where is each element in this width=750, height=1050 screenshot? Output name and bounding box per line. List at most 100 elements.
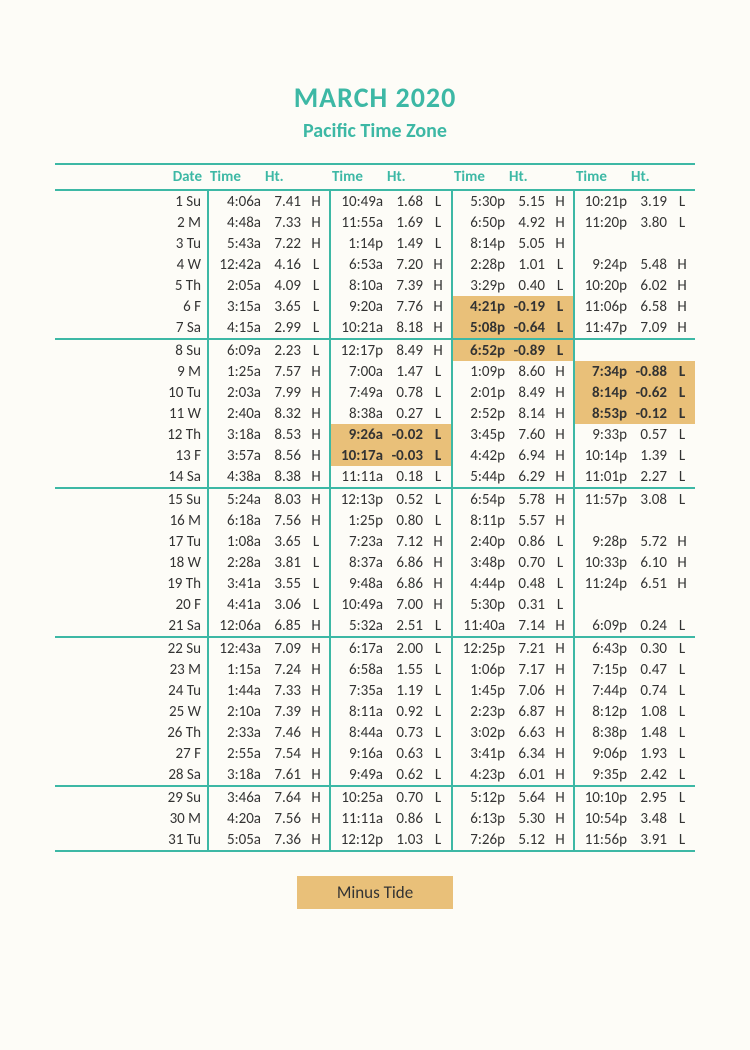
cell-hl: L [425,382,452,403]
cell-hl: H [303,701,330,722]
cell-time: 8:53p [574,403,629,424]
cell-hl: H [303,808,330,829]
cell-time: 2:23p [452,701,507,722]
cell-hl: H [669,317,695,339]
cell-height: 2.99 [263,317,303,339]
table-row: 2 M4:48a7.33H11:55a1.69L6:50p4.92H11:20p… [55,212,695,233]
cell-time: 6:43p [574,637,629,659]
cell-hl: H [303,190,330,212]
cell-time: 8:12p [574,701,629,722]
cell-hl [669,233,695,254]
cell-height: 7.21 [507,637,547,659]
cell-height: -0.19 [507,296,547,317]
cell-hl: L [303,594,330,615]
cell-hl: L [425,659,452,680]
cell-hl: H [303,722,330,743]
cell-hl: L [303,573,330,594]
cell-hl: H [303,445,330,466]
cell-height: 0.24 [629,615,669,637]
cell-height: 3.06 [263,594,303,615]
cell-time: 11:55a [330,212,385,233]
cell-hl: L [669,722,695,743]
col-hl-2 [425,164,452,190]
cell-hl: H [303,637,330,659]
cell-height: 5.78 [507,488,547,510]
cell-date: 1 Su [55,190,208,212]
cell-time: 6:53a [330,254,385,275]
cell-hl: L [425,680,452,701]
cell-hl: L [669,680,695,701]
cell-height: 0.52 [385,488,425,510]
cell-time: 5:44p [452,466,507,488]
cell-hl: L [669,808,695,829]
col-ht-1: Ht. [263,164,303,190]
cell-hl: L [669,466,695,488]
cell-time: 2:05a [208,275,263,296]
cell-time: 5:43a [208,233,263,254]
cell-date: 18 W [55,552,208,573]
cell-date: 20 F [55,594,208,615]
cell-time: 11:20p [574,212,629,233]
cell-time: 6:50p [452,212,507,233]
cell-time: 2:01p [452,382,507,403]
cell-hl: L [425,743,452,764]
cell-height: 0.73 [385,722,425,743]
col-hl-1 [303,164,330,190]
cell-time: 8:44a [330,722,385,743]
cell-hl: H [547,382,574,403]
cell-time: 4:20a [208,808,263,829]
cell-time: 6:09p [574,615,629,637]
cell-height: 3.55 [263,573,303,594]
col-ht-3: Ht. [507,164,547,190]
table-row: 18 W2:28a3.81L8:37a6.86H3:48p0.70L10:33p… [55,552,695,573]
cell-time: 8:37a [330,552,385,573]
cell-height: 7.33 [263,680,303,701]
cell-time: 4:06a [208,190,263,212]
cell-height: 7.76 [385,296,425,317]
cell-date: 29 Su [55,786,208,808]
cell-hl: L [425,764,452,786]
cell-time: 9:33p [574,424,629,445]
cell-time [574,594,629,615]
cell-height: 7.39 [385,275,425,296]
cell-height: 0.92 [385,701,425,722]
cell-hl: L [547,552,574,573]
cell-time: 5:08p [452,317,507,339]
cell-height: 8.56 [263,445,303,466]
cell-hl: L [669,361,695,382]
cell-height: 7.46 [263,722,303,743]
cell-height: 6.51 [629,573,669,594]
cell-height: 0.86 [507,531,547,552]
cell-time: 10:21a [330,317,385,339]
cell-date: 21 Sa [55,615,208,637]
cell-time: 3:41a [208,573,263,594]
table-row: 6 F3:15a3.65L9:20a7.76H4:21p-0.19L11:06p… [55,296,695,317]
cell-height: 5.48 [629,254,669,275]
cell-time: 11:24p [574,573,629,594]
col-hl-4 [669,164,695,190]
cell-height: 0.18 [385,466,425,488]
cell-hl: H [547,466,574,488]
cell-date: 31 Tu [55,829,208,851]
cell-height: 7.09 [263,637,303,659]
cell-height: 0.63 [385,743,425,764]
cell-date: 4 W [55,254,208,275]
cell-hl: L [303,317,330,339]
cell-height: 8.53 [263,424,303,445]
cell-height: 1.03 [385,829,425,851]
cell-hl: L [547,275,574,296]
cell-height: -0.89 [507,339,547,361]
cell-height: 3.65 [263,531,303,552]
table-row: 26 Th2:33a7.46H8:44a0.73L3:02p6.63H8:38p… [55,722,695,743]
cell-hl: L [669,743,695,764]
cell-date: 14 Sa [55,466,208,488]
cell-height: 6.86 [385,552,425,573]
header-row: Date Time Ht. Time Ht. Time Ht. Time Ht. [55,164,695,190]
cell-time: 2:40a [208,403,263,424]
cell-time: 7:15p [574,659,629,680]
cell-time: 10:20p [574,275,629,296]
cell-date: 17 Tu [55,531,208,552]
cell-hl: L [425,445,452,466]
cell-time: 7:35a [330,680,385,701]
cell-time: 9:26a [330,424,385,445]
